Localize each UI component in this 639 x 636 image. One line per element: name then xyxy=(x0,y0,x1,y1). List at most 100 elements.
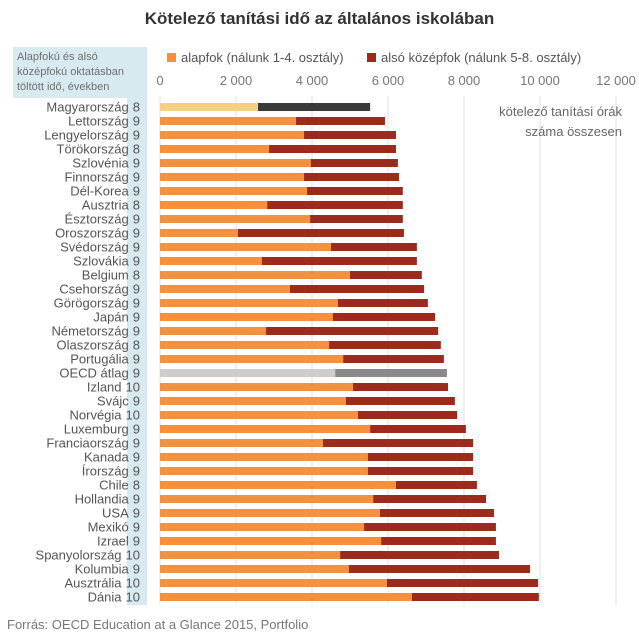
country-label: Törökország xyxy=(57,142,129,157)
legend-label-alapfok: alapfok (nálunk 1-4. osztály) xyxy=(181,49,344,65)
years-label: 8 xyxy=(133,478,140,493)
bar-also-kozepfok xyxy=(395,481,477,489)
total-hours-annotation-line: kötelező tanítási órák xyxy=(499,104,622,119)
years-label: 8 xyxy=(133,338,140,353)
row-label: Magyarország 8 xyxy=(46,100,140,115)
bar-also-kozepfok xyxy=(323,439,474,447)
bar-also-kozepfok xyxy=(411,593,539,601)
row-label: Szlovákia 9 xyxy=(73,254,140,269)
years-label: 9 xyxy=(133,394,140,409)
bar-also-kozepfok xyxy=(367,467,474,475)
bar-alapfok xyxy=(160,271,350,279)
bars xyxy=(160,103,539,601)
bar-alapfok xyxy=(160,551,341,559)
country-label: Dél-Korea xyxy=(70,184,129,199)
country-label: Izland xyxy=(87,380,122,395)
years-label: 9 xyxy=(133,506,140,521)
x-tick-label: 10 000 xyxy=(520,73,560,88)
row-label: Belgium 8 xyxy=(82,268,140,283)
country-label: Portugália xyxy=(70,352,129,367)
years-label: 9 xyxy=(133,184,140,199)
row-label: Japán 9 xyxy=(93,310,140,325)
x-tick-label: 0 xyxy=(156,73,163,88)
row-label: Kanada 9 xyxy=(84,450,140,465)
bar-alapfok xyxy=(160,327,267,335)
years-label: 9 xyxy=(133,226,140,241)
bar-alapfok xyxy=(160,215,311,223)
bar-also-kozepfok xyxy=(370,425,466,433)
country-label: Hollandia xyxy=(75,492,130,507)
country-label: Olaszország xyxy=(57,338,129,353)
row-label: Portugália 9 xyxy=(70,352,140,367)
row-label: Lettország 9 xyxy=(68,114,140,129)
row-label: USA 9 xyxy=(102,506,140,521)
legend-swatch-also-kozepfok xyxy=(367,52,376,62)
row-label: Svédország 9 xyxy=(60,240,140,255)
years-label: 9 xyxy=(133,310,140,325)
row-label: Dánia 10 xyxy=(88,590,140,605)
bar-alapfok xyxy=(160,299,338,307)
bar-also-kozepfok xyxy=(367,453,474,461)
country-label: Ausztria xyxy=(82,198,130,213)
country-label: Szlovénia xyxy=(72,156,129,171)
country-label: Franciaország xyxy=(46,436,128,451)
row-label: Luxemburg 9 xyxy=(64,422,140,437)
bar-also-kozepfok xyxy=(348,565,531,573)
years-label: 8 xyxy=(133,142,140,157)
bar-also-kozepfok xyxy=(307,187,403,195)
country-label: Írország xyxy=(82,464,129,479)
years-label: 9 xyxy=(133,212,140,227)
bar-alapfok xyxy=(160,285,290,293)
bar-alapfok xyxy=(160,565,349,573)
bar-alapfok xyxy=(160,103,259,111)
years-label: 9 xyxy=(133,114,140,129)
bar-alapfok xyxy=(160,131,305,139)
bar-alapfok xyxy=(160,369,336,377)
years-label: 9 xyxy=(133,156,140,171)
row-label: Chile 8 xyxy=(99,478,140,493)
bar-alapfok xyxy=(160,509,381,517)
x-tick-label: 8 000 xyxy=(448,73,481,88)
years-header-line: töltött idő, években xyxy=(17,81,110,93)
country-label: Belgium xyxy=(82,268,129,283)
country-label: Lettország xyxy=(68,114,129,129)
years-column-header: Alapfokú és alsó középfokú oktatásban tö… xyxy=(13,47,147,98)
bar-alapfok xyxy=(160,145,270,153)
bar-also-kozepfok xyxy=(289,285,425,293)
country-label: Chile xyxy=(99,478,129,493)
row-label: Szlovénia 9 xyxy=(72,156,140,171)
years-label: 9 xyxy=(133,170,140,185)
row-label: Írország 9 xyxy=(82,464,140,479)
country-label: Dánia xyxy=(88,590,123,605)
bar-alapfok xyxy=(160,579,387,587)
country-label: Svájc xyxy=(97,394,129,409)
bar-alapfok xyxy=(160,313,333,321)
country-label: Norvégia xyxy=(70,408,123,423)
country-label: Finnország xyxy=(64,170,128,185)
years-label: 9 xyxy=(133,352,140,367)
row-label: Németország 9 xyxy=(51,324,140,339)
bar-alapfok xyxy=(160,243,331,251)
bar-also-kozepfok xyxy=(350,271,422,279)
bar-alapfok xyxy=(160,425,371,433)
years-label: 9 xyxy=(133,534,140,549)
chart-title: Kötelező tanítási idő az általános iskol… xyxy=(144,9,495,28)
row-label: Finnország 9 xyxy=(64,170,140,185)
country-label: OECD átlag xyxy=(59,366,128,381)
bar-alapfok xyxy=(160,355,344,363)
years-label: 9 xyxy=(133,450,140,465)
bar-also-kozepfok xyxy=(258,103,371,111)
bar-also-kozepfok xyxy=(331,243,417,251)
bar-alapfok xyxy=(160,495,374,503)
bar-also-kozepfok xyxy=(337,299,428,307)
row-label: Görögország 9 xyxy=(54,296,140,311)
source-note: Forrás: OECD Education at a Glance 2015,… xyxy=(7,617,309,632)
country-label: Csehország xyxy=(59,282,128,297)
bar-also-kozepfok xyxy=(381,537,496,545)
country-label: Németország xyxy=(51,324,128,339)
bar-also-kozepfok xyxy=(373,495,487,503)
row-label: Észtország 9 xyxy=(64,212,140,227)
bar-also-kozepfok xyxy=(237,229,404,237)
